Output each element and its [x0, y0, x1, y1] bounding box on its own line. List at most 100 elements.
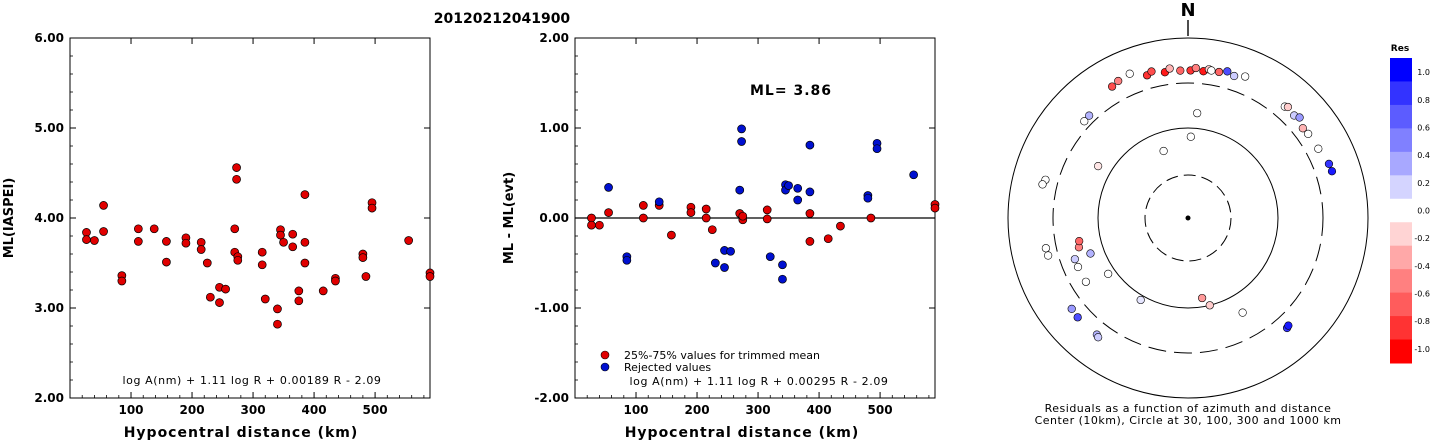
station-residual-point [1295, 113, 1304, 122]
trimmed-point [805, 237, 815, 246]
data-point [288, 229, 298, 239]
station-residual-point [1073, 313, 1082, 322]
rejected-point [863, 193, 873, 203]
colorbar-cell [1390, 339, 1412, 364]
data-point [232, 174, 241, 184]
station-residual-point [1283, 102, 1293, 112]
plot2-ylabel: ML - ML(evt) [502, 172, 517, 264]
colorbar-cell [1390, 175, 1412, 200]
x-tick-label: 500 [363, 403, 388, 417]
data-point [300, 190, 310, 199]
station-residual-point [1198, 293, 1207, 303]
data-point [162, 257, 171, 267]
station-residual-point [1304, 129, 1313, 138]
ring-1000km [1007, 37, 1369, 399]
colorbar-tick-label: -0.2 [1414, 234, 1430, 243]
panel-ml-iaspei: 2.00 3.00 4.00 5.00 6.00 100 200 300 400 500 ML(… [2, 31, 435, 441]
trimmed-point [805, 209, 815, 218]
x-tick-label: 200 [180, 403, 205, 417]
north-label: N [1180, 0, 1195, 21]
x-tick-label: 300 [241, 403, 266, 417]
station-residual-point [1205, 301, 1214, 310]
colorbar-tick-label: 0.4 [1417, 151, 1430, 160]
rejected-point [778, 274, 787, 284]
data-point [358, 253, 368, 262]
rejected-point [793, 183, 803, 193]
x-tick-label: 100 [623, 403, 648, 417]
y-tick-label: 5.00 [34, 121, 64, 135]
station-residual-point [1075, 237, 1084, 246]
rejected-point [654, 197, 664, 207]
data-point [82, 228, 91, 237]
y-tick-label: 4.00 [34, 211, 64, 225]
ring-100km [1097, 127, 1279, 309]
station-residual-point [1159, 146, 1168, 156]
colorbar-cell [1390, 316, 1412, 341]
data-point [133, 224, 143, 234]
rejected-point [909, 170, 918, 180]
colorbar-cell [1390, 245, 1412, 270]
y-tick-label: -1.00 [534, 301, 569, 315]
station-residual-point [1314, 144, 1323, 153]
rejected-point [726, 246, 735, 256]
data-point [425, 272, 435, 281]
data-point [90, 236, 99, 245]
rejected-point [622, 255, 632, 265]
data-point [149, 224, 159, 234]
colorbar-cell [1390, 128, 1412, 153]
data-point [294, 296, 304, 306]
trimmed-point [866, 213, 876, 223]
data-point [117, 276, 127, 286]
colorbar-tick-label: 0.8 [1417, 96, 1430, 105]
x-tick-label: 500 [868, 403, 893, 417]
station-residual-point [1114, 76, 1123, 86]
rejected-point [805, 140, 815, 150]
data-point [331, 276, 340, 286]
data-point [300, 237, 310, 247]
data-point [196, 245, 206, 254]
colorbar-tick-label: 0.2 [1417, 179, 1430, 188]
data-point [367, 203, 377, 213]
station-residual-point [1080, 117, 1089, 126]
y-tick-label: 6.00 [34, 31, 64, 45]
y-tick-label: 2.00 [34, 391, 64, 405]
plot1-xlabel: Hypocentral distance (km) [124, 425, 359, 441]
station-residual-point [1207, 66, 1216, 75]
x-tick-label: 100 [118, 403, 143, 417]
station-residual-point [1176, 66, 1185, 75]
data-point [133, 237, 143, 246]
station-residual-point [1108, 82, 1117, 91]
rejected-point [784, 181, 793, 190]
rejected-point [710, 258, 720, 268]
trimmed-point [701, 213, 711, 223]
station-residual-point [1067, 304, 1076, 313]
station-residual-point [1125, 69, 1134, 78]
station-residual-point [1223, 67, 1232, 76]
data-point [196, 237, 206, 247]
ring-300km [1052, 82, 1324, 354]
x-tick-label: 300 [746, 403, 771, 417]
rejected-point [720, 263, 729, 272]
data-point [273, 319, 282, 329]
data-point [215, 298, 224, 307]
colorbar-tick-label: 1.0 [1417, 68, 1430, 77]
trimmed-point [836, 221, 845, 231]
rejected-point [778, 260, 787, 270]
x-tick-label: 400 [807, 403, 832, 417]
colorbar-tick-label: 0.0 [1417, 207, 1430, 216]
data-point [82, 235, 91, 244]
data-point [181, 238, 191, 248]
station-residual-point [1041, 244, 1050, 253]
colorbar-cell [1390, 151, 1412, 176]
station-residual-point [1136, 295, 1145, 305]
trimmed-point [638, 201, 648, 210]
figure-title: 20120212041900 [434, 11, 571, 27]
station-residual-point [1324, 159, 1334, 168]
trimmed-point [595, 220, 604, 230]
colorbar-tick-label: -0.4 [1414, 262, 1430, 271]
trimmed-point [587, 213, 596, 223]
colorbar-cell [1390, 222, 1412, 247]
station-residual-point [1073, 262, 1083, 272]
polar-caption-line1: Residuals as a function of azimuth and d… [1045, 402, 1332, 415]
data-point [260, 294, 270, 304]
